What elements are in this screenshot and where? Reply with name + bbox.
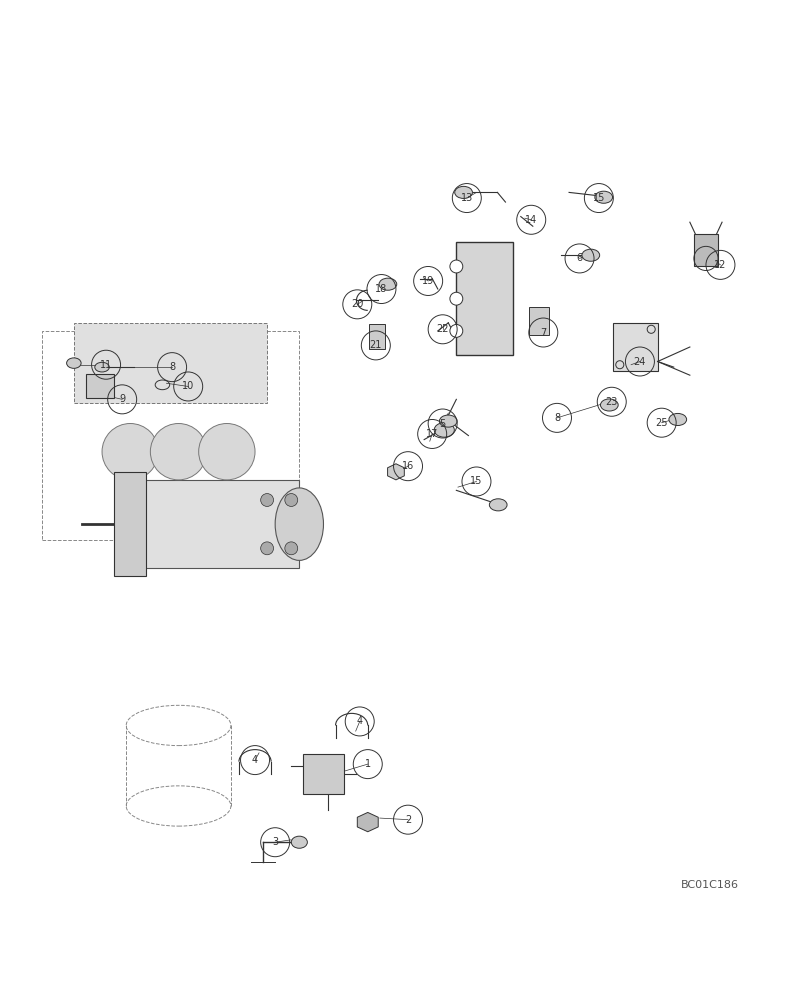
Bar	[86, 374, 114, 398]
Circle shape	[261, 494, 274, 506]
Text: BC01C186: BC01C186	[681, 880, 739, 890]
Text: 2: 2	[405, 815, 411, 825]
Text: 8: 8	[169, 362, 175, 372]
Text: 22: 22	[436, 324, 449, 334]
Text: 10: 10	[182, 381, 195, 391]
Ellipse shape	[455, 186, 473, 198]
Polygon shape	[357, 812, 378, 832]
Circle shape	[450, 292, 463, 305]
Circle shape	[285, 542, 297, 555]
Bar	[74, 323, 267, 403]
Text: 25: 25	[655, 418, 668, 428]
Bar	[369, 324, 385, 349]
Text: 15: 15	[470, 476, 482, 486]
Ellipse shape	[291, 836, 307, 848]
Text: 6: 6	[576, 253, 583, 263]
Ellipse shape	[434, 423, 454, 437]
Text: 18: 18	[376, 284, 388, 294]
Bar	[457, 242, 513, 355]
Text: 5: 5	[440, 419, 446, 429]
Text: 1: 1	[364, 759, 371, 769]
Ellipse shape	[379, 278, 397, 290]
Text: 15: 15	[593, 193, 605, 203]
Text: 9: 9	[119, 394, 125, 404]
Ellipse shape	[600, 399, 618, 411]
Text: 7: 7	[541, 328, 546, 338]
Ellipse shape	[490, 499, 507, 511]
Ellipse shape	[440, 415, 457, 427]
Ellipse shape	[199, 424, 255, 480]
Bar	[138, 480, 299, 568]
Text: 8: 8	[554, 413, 560, 423]
Ellipse shape	[669, 413, 687, 426]
Ellipse shape	[66, 358, 81, 368]
Circle shape	[450, 324, 463, 337]
Bar	[694, 234, 718, 266]
Text: 24: 24	[633, 357, 646, 367]
Circle shape	[285, 494, 297, 506]
Text: 14: 14	[525, 215, 537, 225]
Text: 11: 11	[100, 360, 112, 370]
Bar	[114, 472, 146, 576]
Ellipse shape	[276, 488, 323, 560]
Circle shape	[261, 542, 274, 555]
Bar	[613, 323, 658, 371]
Ellipse shape	[102, 424, 158, 480]
Text: 13: 13	[461, 193, 473, 203]
Bar	[42, 331, 299, 540]
Ellipse shape	[595, 191, 612, 203]
Ellipse shape	[582, 249, 600, 261]
Text: 17: 17	[426, 429, 439, 439]
Text: 19: 19	[422, 276, 434, 286]
Bar	[303, 754, 343, 794]
Ellipse shape	[95, 362, 109, 372]
Text: 16: 16	[402, 461, 415, 471]
Text: 21: 21	[369, 340, 382, 350]
Text: 4: 4	[252, 755, 258, 765]
Bar	[528, 307, 549, 335]
Ellipse shape	[150, 424, 207, 480]
Circle shape	[450, 260, 463, 273]
Polygon shape	[388, 464, 404, 480]
Text: 12: 12	[714, 260, 726, 270]
Text: 20: 20	[351, 299, 364, 309]
Text: 23: 23	[605, 397, 618, 407]
Text: 3: 3	[272, 837, 278, 847]
Text: 4: 4	[356, 716, 363, 726]
